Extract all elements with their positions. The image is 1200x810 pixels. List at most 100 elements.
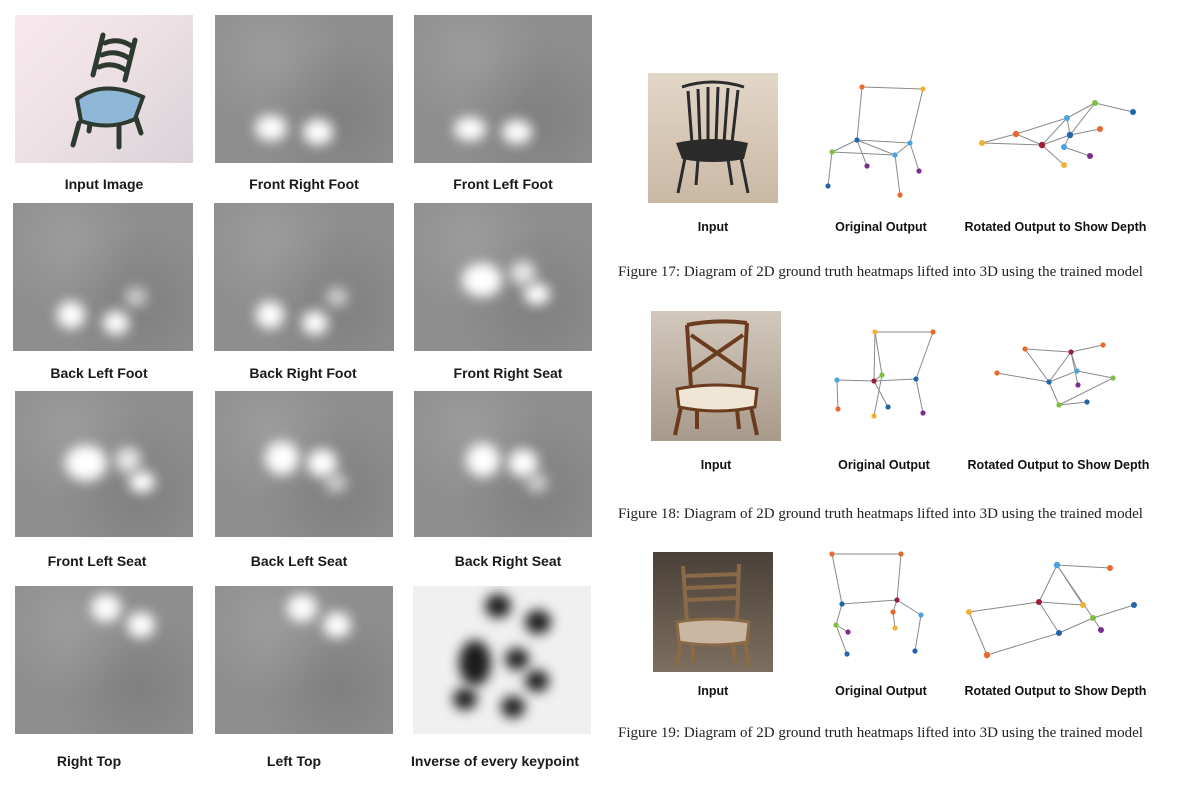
keypoint-dot bbox=[834, 377, 840, 383]
heatmap-front-left-foot bbox=[414, 15, 592, 163]
windsor-chair-icon bbox=[676, 80, 750, 194]
skeleton-edge bbox=[1066, 102, 1096, 119]
skeleton-edge bbox=[1024, 348, 1050, 383]
heatmap-right-top bbox=[15, 586, 193, 734]
keypoint-dot bbox=[892, 625, 898, 631]
keypoint-dot bbox=[1038, 141, 1046, 149]
skeleton-edge bbox=[873, 374, 883, 417]
keypoint-dot bbox=[1097, 126, 1103, 132]
keypoint-dot bbox=[894, 597, 900, 603]
skeleton-edge bbox=[915, 378, 924, 414]
keypoint-dot bbox=[913, 376, 919, 382]
skeleton-edge bbox=[831, 151, 896, 156]
skeleton-edge bbox=[1063, 146, 1091, 157]
keypoint-dot bbox=[1098, 627, 1104, 633]
skeleton-edge bbox=[1058, 617, 1094, 634]
label-input-image: Input Image bbox=[64, 176, 144, 192]
skeleton-edge bbox=[1038, 601, 1060, 634]
skeleton-edge bbox=[1070, 351, 1079, 386]
skeleton-edge bbox=[1048, 370, 1078, 383]
keypoint-dot bbox=[983, 651, 991, 659]
keypoint-dot bbox=[920, 410, 926, 416]
label-front-right-foot: Front Right Foot bbox=[249, 176, 359, 192]
keypoint-dot bbox=[1131, 602, 1137, 608]
skeleton-edge bbox=[1015, 117, 1068, 135]
heatmap-back-left-foot bbox=[13, 203, 193, 351]
skeleton-edge bbox=[1041, 117, 1068, 146]
keypoint-dot bbox=[1056, 402, 1062, 408]
figure18-input-photo bbox=[651, 311, 781, 441]
label-left-top: Left Top bbox=[266, 753, 322, 769]
keypoint-dot bbox=[966, 609, 972, 615]
chair-drawing-icon bbox=[70, 32, 146, 150]
label-inverse-every-keypoint: Inverse of every keypoint bbox=[411, 753, 580, 769]
skeleton-edge bbox=[1058, 377, 1114, 406]
skeleton-edge bbox=[1092, 604, 1135, 619]
keypoint-dot bbox=[833, 622, 839, 628]
figure19-input-label: Input bbox=[697, 684, 729, 698]
skeleton-edge bbox=[874, 331, 883, 376]
heatmap-back-left-seat bbox=[215, 391, 393, 537]
keypoint-dot bbox=[845, 629, 851, 635]
skeleton-edge bbox=[1038, 601, 1084, 606]
skeleton-edge bbox=[873, 380, 889, 408]
keypoint-dot bbox=[1110, 375, 1116, 381]
skeleton-edge bbox=[835, 603, 843, 626]
keypoint-dot bbox=[1130, 109, 1136, 115]
keypoint-dot bbox=[885, 404, 891, 410]
keypoint-dot bbox=[898, 551, 904, 557]
skeleton-edge bbox=[909, 142, 920, 172]
ladderback-chair-icon bbox=[675, 563, 751, 667]
keypoint-dot bbox=[879, 372, 885, 378]
skeleton-edge bbox=[827, 151, 833, 187]
skeleton-edge bbox=[1069, 128, 1101, 136]
keypoint-dot bbox=[930, 329, 936, 335]
skeleton-edge bbox=[873, 331, 876, 382]
skeleton-edge bbox=[1038, 564, 1058, 603]
keypoint-dot bbox=[1056, 630, 1062, 636]
label-front-left-seat: Front Left Seat bbox=[47, 553, 147, 569]
skeleton-edge bbox=[1015, 133, 1043, 146]
figure18-rotated-output bbox=[994, 342, 1116, 408]
keypoint-dot bbox=[1107, 565, 1113, 571]
skeleton-edge bbox=[856, 86, 863, 141]
input-image bbox=[15, 15, 193, 163]
keypoint-dot bbox=[1074, 368, 1080, 374]
keypoint-dot bbox=[1053, 561, 1061, 569]
label-front-left-foot: Front Left Foot bbox=[453, 176, 553, 192]
skeleton-edge bbox=[861, 86, 924, 90]
skeleton-edge bbox=[841, 599, 898, 605]
skeleton-edge bbox=[996, 372, 1050, 383]
figure18-original-output bbox=[834, 329, 936, 419]
skeleton-edge bbox=[915, 331, 934, 380]
keypoint-dot bbox=[892, 152, 898, 158]
keypoint-dot bbox=[859, 84, 865, 90]
figure19-rotated-output bbox=[966, 561, 1137, 659]
skeleton-edge bbox=[1069, 102, 1096, 136]
skeleton-edge bbox=[1041, 144, 1065, 166]
keypoint-dot bbox=[844, 651, 850, 657]
keypoint-dot bbox=[1061, 144, 1067, 150]
skeleton-edge bbox=[981, 133, 1017, 144]
keypoint-dot bbox=[1087, 153, 1093, 159]
skeleton-edge bbox=[968, 611, 988, 656]
keypoint-dot bbox=[907, 140, 913, 146]
figure18-caption: Figure 18: Diagram of 2D ground truth he… bbox=[618, 506, 1143, 522]
heatmap-back-right-seat bbox=[414, 391, 592, 537]
keypoint-dot bbox=[1075, 382, 1081, 388]
keypoint-dot bbox=[897, 192, 903, 198]
figure17-caption: Figure 17: Diagram of 2D ground truth he… bbox=[618, 264, 1143, 280]
keypoint-dot bbox=[1066, 131, 1074, 139]
skeleton-edge bbox=[1070, 344, 1104, 353]
label-back-right-foot: Back Right Foot bbox=[249, 365, 357, 381]
keypoint-dot bbox=[890, 609, 896, 615]
keypoint-dot bbox=[918, 612, 924, 618]
figure17-input-label: Input bbox=[697, 220, 729, 234]
keypoint-dot bbox=[1090, 615, 1096, 621]
heatmap-inverse-every-keypoint bbox=[413, 586, 591, 734]
skeleton-edge bbox=[1056, 564, 1111, 569]
keypoint-dot bbox=[1046, 379, 1052, 385]
keypoint-dot bbox=[871, 413, 877, 419]
keypoint-dot bbox=[871, 378, 877, 384]
keypoint-dot bbox=[994, 370, 1000, 376]
